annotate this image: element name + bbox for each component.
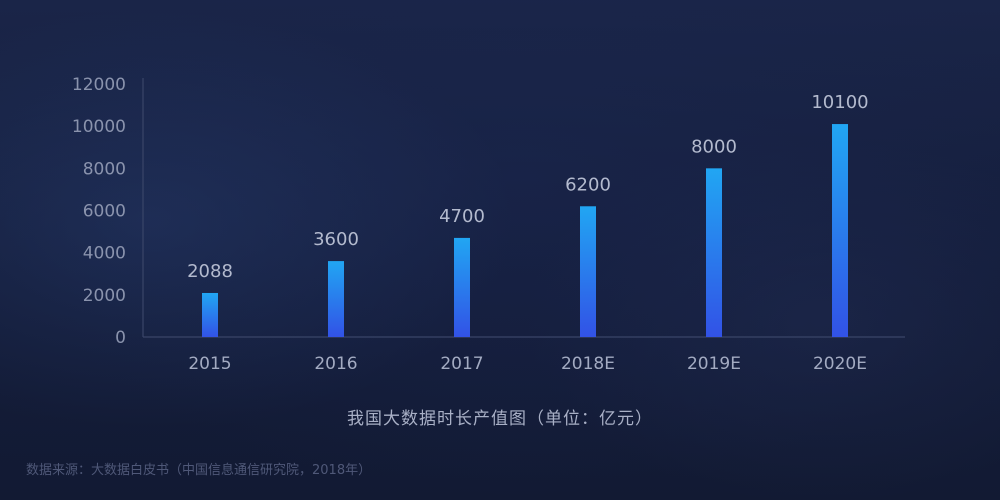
bar [832, 124, 848, 337]
y-tick-label: 12000 [72, 75, 126, 95]
y-tick-label: 8000 [83, 159, 126, 179]
x-axis-ticks: 2015 2016 2017 2018E 2019E 2020E [188, 354, 867, 374]
bar [580, 206, 596, 337]
x-tick-label: 2019E [687, 354, 741, 374]
y-axis-ticks: 0 2000 4000 6000 8000 10000 12000 [72, 75, 126, 348]
chart-caption: 我国大数据时长产值图（单位：亿元） [347, 409, 653, 429]
y-tick-label: 0 [115, 328, 126, 348]
x-tick-label: 2017 [440, 354, 483, 374]
bar-value-label: 4700 [439, 206, 485, 227]
bar [706, 168, 722, 337]
bar-value-label: 2088 [187, 261, 233, 282]
x-tick-label: 2018E [561, 354, 615, 374]
x-tick-label: 2015 [188, 354, 231, 374]
bar-value-label: 6200 [565, 174, 611, 195]
bar [202, 292, 218, 337]
y-tick-label: 4000 [83, 244, 126, 264]
bars-group [202, 124, 848, 337]
y-tick-label: 2000 [83, 286, 126, 306]
bar [454, 237, 470, 337]
bar-value-label: 10100 [811, 92, 868, 113]
bar [328, 261, 344, 337]
x-tick-label: 2020E [813, 354, 867, 374]
bar-value-label: 3600 [313, 229, 359, 250]
value-labels-group: 2088 3600 4700 6200 8000 10100 [187, 92, 869, 282]
x-tick-label: 2016 [314, 354, 357, 374]
data-source-note: 数据来源：大数据白皮书（中国信息通信研究院，2018年） [26, 463, 372, 478]
bar-value-label: 8000 [691, 136, 737, 157]
y-tick-label: 10000 [72, 117, 126, 137]
y-tick-label: 6000 [83, 202, 126, 222]
